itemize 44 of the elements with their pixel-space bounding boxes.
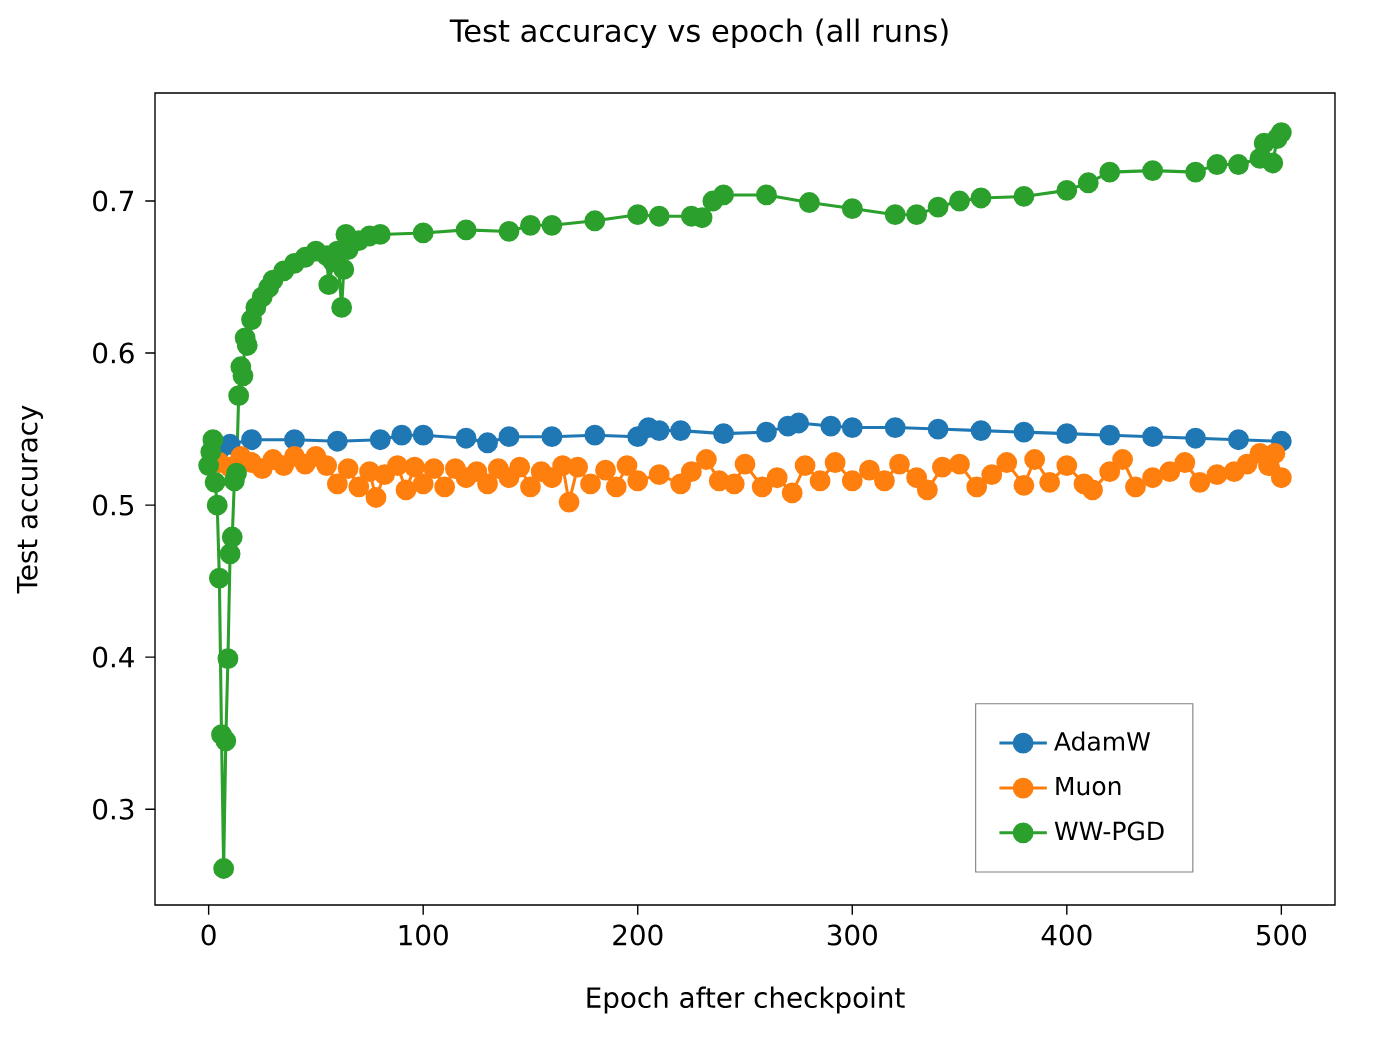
x-tick-label: 200 <box>613 924 663 946</box>
point <box>1099 424 1121 446</box>
point <box>241 429 262 451</box>
point <box>284 429 305 451</box>
point <box>1142 426 1164 448</box>
point <box>455 427 477 449</box>
point <box>970 420 992 442</box>
point <box>541 426 563 448</box>
y-tick-label: 0.7 <box>93 190 134 212</box>
y-axis-title: Test accuracy <box>16 405 44 594</box>
x-tick-label: 300 <box>827 924 877 946</box>
legend-label: WW-PGD <box>1054 821 1164 841</box>
point <box>498 426 520 448</box>
point <box>1056 423 1078 445</box>
point <box>391 424 413 446</box>
y-tick-label: 0.3 <box>93 798 134 820</box>
x-tick-label: 100 <box>399 924 448 946</box>
point <box>369 429 391 451</box>
y-tick-label: 0.5 <box>93 494 134 516</box>
point <box>788 412 810 434</box>
point <box>884 417 906 439</box>
point <box>756 421 777 443</box>
point <box>670 420 692 442</box>
y-tick-label: 0.4 <box>93 646 134 668</box>
point <box>1185 427 1206 449</box>
point <box>477 432 498 454</box>
point <box>1228 429 1249 451</box>
legend-label: Muon <box>1056 776 1121 796</box>
x-tick-label: 400 <box>1041 924 1092 946</box>
x-tick-label: 500 <box>1256 924 1307 946</box>
point <box>841 417 863 439</box>
point <box>326 430 348 452</box>
point <box>1013 421 1035 443</box>
point <box>412 424 434 446</box>
legend-label: AdamW <box>1054 731 1151 751</box>
point <box>648 420 670 442</box>
point <box>927 418 949 440</box>
x-axis-title: Epoch after checkpoint <box>587 986 905 1014</box>
chart-title: Test accuracy vs epoch (all runs) <box>449 18 948 49</box>
point <box>820 415 842 437</box>
x-tick-label: 0 <box>201 924 216 946</box>
point <box>584 424 606 446</box>
point <box>713 423 734 445</box>
y-tick-label: 0.6 <box>93 342 134 364</box>
